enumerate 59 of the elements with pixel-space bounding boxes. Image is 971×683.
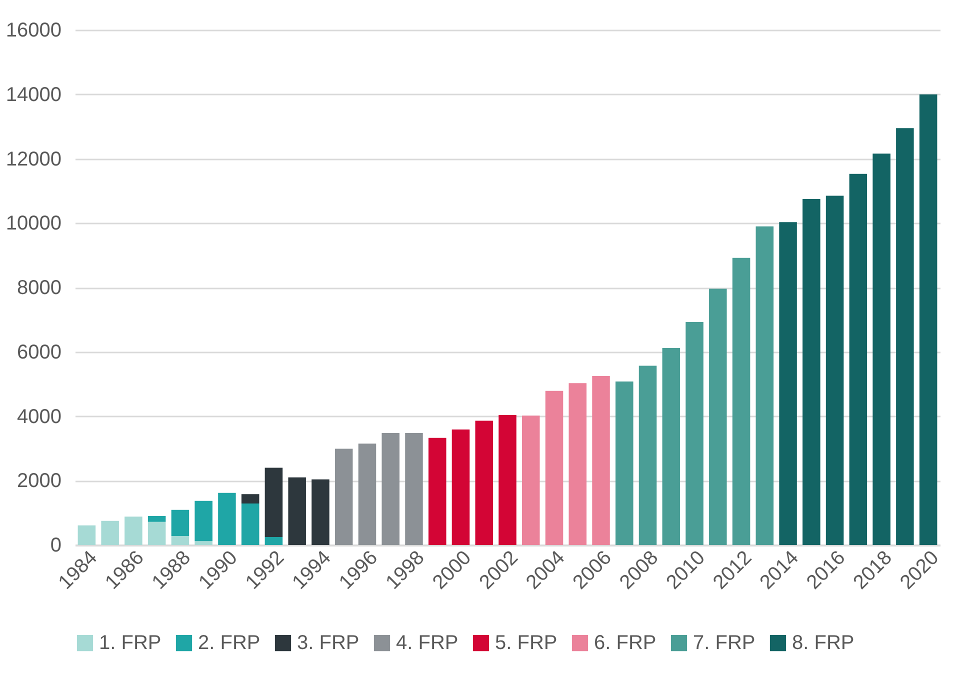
bar [78,525,96,545]
bar [686,322,704,545]
bar [334,448,353,545]
y-tick-label: 4000 [17,406,62,428]
legend-label: 5. FRP [495,632,558,654]
bar [358,444,376,545]
bar [405,432,423,545]
bar [101,520,119,545]
y-tick-label: 12000 [6,148,62,170]
bar [756,226,774,545]
bar [896,128,914,545]
bar [218,492,236,545]
bar [171,510,190,536]
bar [124,516,142,545]
bar [522,416,540,545]
bar [475,420,494,545]
bar [802,198,820,545]
bar [592,376,610,545]
bar [545,390,564,545]
bar [638,366,657,545]
bar [779,222,797,545]
y-tick-label: 8000 [17,277,62,299]
bar [382,432,400,545]
bar [498,414,516,545]
bar [919,94,938,545]
y-tick-label: 0 [50,534,62,556]
legend-label: 1. FRP [99,632,162,654]
legend-label: 6. FRP [594,632,656,654]
bar [568,383,587,545]
bar [194,541,212,545]
bar [709,288,727,545]
bar [732,258,750,545]
bar [872,154,890,545]
bar [428,438,446,545]
bar [171,536,190,545]
bar [662,348,680,545]
bar [264,468,283,537]
bar [148,516,166,522]
y-tick-label: 10000 [6,212,62,235]
bar [849,174,868,545]
bar [616,381,634,545]
bar [288,477,306,545]
bar [452,429,470,545]
bar [312,479,330,545]
bar [264,536,283,545]
bar [241,494,260,504]
bar [148,522,166,545]
y-tick-label: 14000 [6,84,62,106]
y-tick-label: 6000 [17,341,62,364]
y-tick-label: 16000 [6,20,62,42]
legend-label: 8. FRP [792,632,854,654]
bar [194,500,212,542]
legend-label: 2. FRP [198,632,260,654]
legend-label: 7. FRP [693,632,756,654]
legend-label: 4. FRP [396,632,458,654]
bar [241,503,260,545]
legend-label: 3. FRP [297,632,360,654]
bar [826,196,844,545]
y-tick-label: 2000 [17,470,62,492]
